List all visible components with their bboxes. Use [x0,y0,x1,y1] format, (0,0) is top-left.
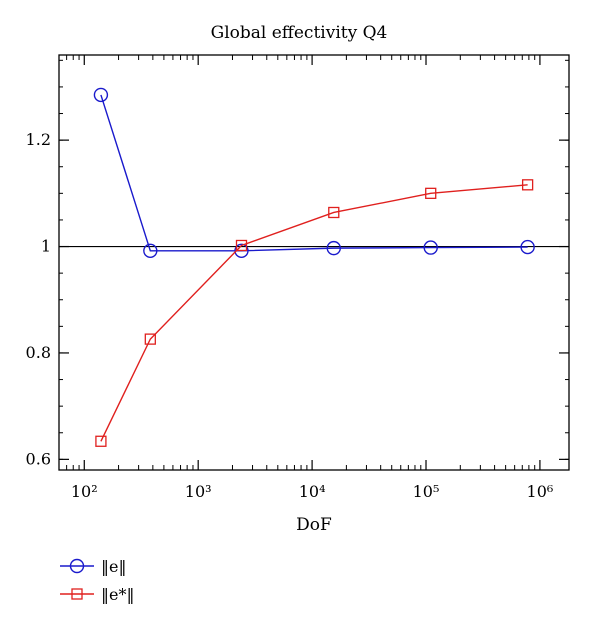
legend-marker [69,558,85,574]
x-axis-label: DoF [296,515,332,535]
data-point [520,239,535,255]
data-point [143,243,158,258]
major-ticks [59,55,569,470]
data-point [144,333,156,345]
x-tick-label: 10⁶ [527,482,554,501]
data-point [235,239,248,252]
data-point [234,243,249,258]
legend-item: ‖e*‖ [60,585,134,604]
y-tick-label: 1 [41,237,51,256]
data-point [328,206,340,219]
legend: ‖e‖ ‖e*‖ [60,557,134,604]
x-tick-label: 10⁵ [413,482,440,501]
x-tick-label: 10² [71,482,98,501]
x-tick-label: 10³ [185,482,212,501]
legend-label: ‖e‖ [101,557,126,576]
chart-title: Global effectivity Q4 [211,23,388,43]
data-point [425,187,437,199]
legend-item: ‖e‖ [60,557,126,576]
series-line [100,94,528,252]
data-point [521,179,534,191]
data-point [95,435,107,447]
series-line [100,184,528,442]
y-tick-label: 0.8 [26,343,51,362]
series-1 [93,87,535,258]
series-2 [95,179,534,447]
plot-area [58,54,570,471]
minor-ticks [58,55,569,470]
legend-label: ‖e*‖ [101,585,134,604]
legend-marker [71,588,83,600]
tick-labels: 10² 10³ 10⁴ 10⁵ 10⁶ 0.6 0.8 1 1.2 [26,130,554,501]
data-point [326,240,341,256]
series-layer [93,87,535,447]
y-tick-label: 1.2 [26,130,51,149]
data-point [93,87,109,103]
x-tick-label: 10⁴ [299,482,326,501]
y-tick-label: 0.6 [26,449,51,468]
data-point [423,240,438,255]
